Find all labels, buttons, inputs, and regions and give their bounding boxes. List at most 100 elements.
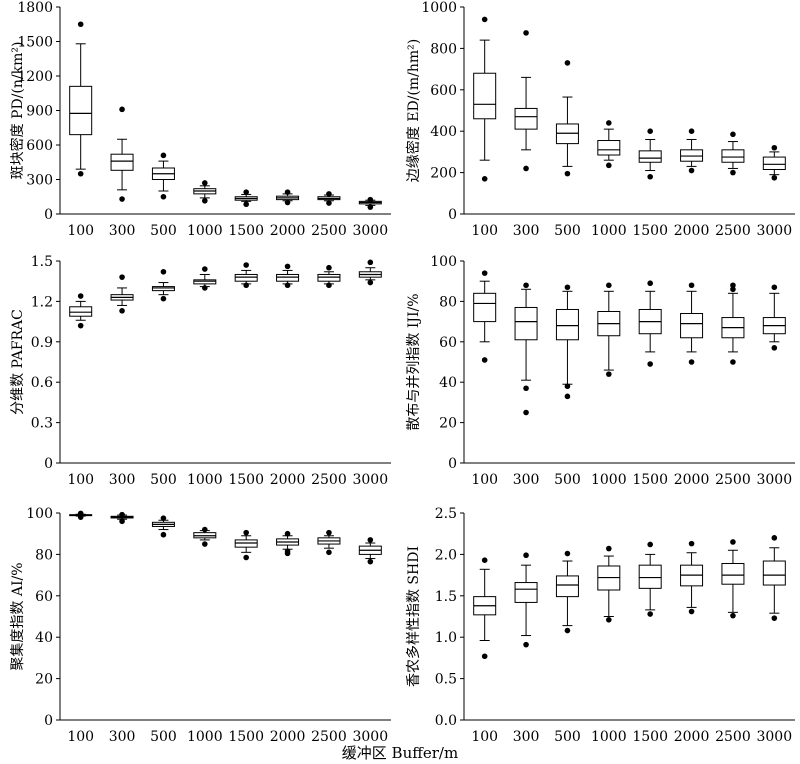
outlier-point [119, 511, 125, 518]
outlier-point [367, 204, 374, 210]
x-tick-label: 3000 [756, 729, 792, 745]
outlier-point [771, 284, 778, 291]
x-tick-label: 1000 [591, 729, 627, 745]
box-2000 [276, 530, 300, 557]
outlier-point [771, 345, 778, 351]
x-tick-label: 2000 [270, 729, 306, 745]
box-2000 [276, 263, 300, 289]
y-tick-label: 0 [44, 713, 53, 729]
outlier-point [481, 653, 488, 660]
x-tick-label: 3000 [352, 472, 388, 488]
box-2000 [680, 128, 704, 174]
outlier-point [119, 106, 125, 113]
x-tick-label: 500 [554, 472, 581, 488]
outlier-point [564, 627, 571, 634]
outlier-point [606, 282, 612, 289]
y-tick-label: 1000 [421, 0, 457, 16]
y-tick-label: 1.2 [31, 294, 53, 310]
outlier-point [160, 268, 167, 275]
y-tick-label: 600 [26, 138, 53, 154]
x-tick-label: 1000 [187, 729, 223, 745]
outlier-point [202, 541, 208, 547]
y-axis-title: 分维数 PAFRAC [10, 309, 26, 415]
outlier-point [688, 608, 695, 615]
x-tick-label: 1500 [632, 472, 668, 488]
x-tick-label: 300 [109, 223, 136, 239]
outlier-point [481, 16, 488, 23]
box-1500 [638, 541, 662, 617]
box-300 [110, 106, 134, 202]
outlier-point [688, 128, 695, 134]
x-tick-label: 300 [513, 729, 540, 745]
x-tick-label: 3000 [352, 729, 388, 745]
box-1500 [234, 262, 258, 289]
y-tick-label: 1.0 [435, 630, 457, 646]
y-tick-label: 300 [26, 173, 53, 189]
y-tick-label: 1.5 [31, 254, 53, 270]
outlier-point [564, 284, 571, 291]
outlier-point [160, 152, 167, 159]
y-tick-label: 1.5 [435, 589, 457, 605]
box-1500 [234, 189, 258, 208]
outlier-point [523, 165, 529, 172]
outlier-point [481, 357, 488, 363]
y-tick-label: 0 [44, 456, 53, 472]
box-100 [69, 293, 93, 329]
outlier-point [284, 199, 291, 206]
outlier-point [326, 529, 332, 536]
x-tick-label: 300 [513, 223, 540, 239]
x-tick-label: 500 [150, 472, 177, 488]
box-100 [69, 510, 93, 520]
outlier-point [119, 274, 125, 280]
outlier-point [243, 262, 249, 268]
box-1500 [638, 280, 662, 367]
box-100 [473, 270, 497, 363]
outlier-point [647, 128, 653, 134]
x-tick-label: 1500 [228, 223, 264, 239]
box-iqr [721, 563, 745, 585]
x-tick-label: 2500 [715, 472, 751, 488]
outlier-point [647, 173, 653, 180]
outlier-point [367, 537, 374, 543]
x-tick-label: 2000 [270, 223, 306, 239]
y-tick-label: 800 [430, 41, 457, 57]
y-tick-label: 2.0 [435, 547, 457, 563]
box-3000 [762, 535, 786, 621]
outlier-point [771, 144, 778, 151]
outlier-point [481, 270, 488, 276]
box-500 [151, 515, 175, 538]
x-tick-label: 500 [150, 223, 177, 239]
outlier-point [202, 180, 208, 186]
outlier-point [730, 282, 736, 289]
outlier-point [564, 550, 571, 557]
y-tick-label: 0.3 [31, 416, 53, 432]
outlier-point [202, 285, 208, 291]
outlier-point [326, 200, 332, 206]
box-iqr [234, 273, 258, 282]
box-1000 [193, 266, 217, 291]
y-tick-label: 1200 [17, 69, 53, 85]
outlier-point [564, 383, 571, 390]
box-iqr [721, 149, 745, 163]
outlier-point [647, 611, 653, 617]
x-tick-label: 300 [109, 729, 136, 745]
outlier-point [243, 189, 249, 195]
panel-4: 0 20 40 60 80 100 100 300 500 1000 1500 2000 2500 300… [406, 254, 795, 488]
outlier-point [119, 196, 125, 202]
y-tick-label: 0 [448, 207, 457, 223]
y-tick-label: 2.5 [435, 506, 457, 522]
outlier-point [647, 361, 653, 367]
outlier-point [523, 30, 529, 36]
y-tick-label: 60 [439, 335, 457, 351]
box-1500 [638, 128, 662, 180]
x-tick-label: 300 [513, 472, 540, 488]
y-tick-label: 40 [35, 630, 53, 646]
outlier-point [771, 535, 778, 541]
box-3000 [762, 284, 786, 351]
outlier-point [77, 322, 84, 329]
outlier-point [523, 552, 529, 559]
box-iqr [317, 273, 341, 282]
x-tick-label: 2000 [674, 729, 710, 745]
outlier-point [730, 169, 736, 176]
